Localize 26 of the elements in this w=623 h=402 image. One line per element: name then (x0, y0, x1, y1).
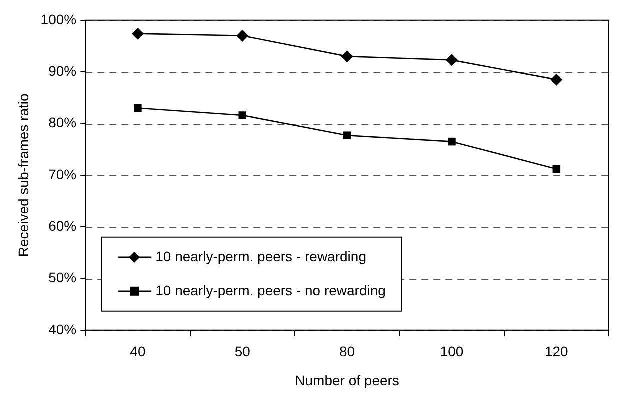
y-tick-label: 80% (48, 114, 77, 131)
x-tick-label: 50 (234, 344, 251, 360)
y-axis-title: Received sub-frames ratio (15, 93, 32, 258)
x-tick-label: 40 (130, 344, 146, 360)
x-tick-label: 100 (440, 344, 464, 360)
y-tick-label: 90% (48, 62, 77, 79)
y-tick-label: 60% (48, 218, 77, 234)
point (134, 104, 142, 112)
point (550, 74, 563, 86)
point (448, 138, 456, 146)
y-tick-label: 50% (48, 270, 77, 286)
y-tick-label: 40% (48, 321, 77, 338)
point (132, 28, 144, 40)
point (341, 50, 354, 63)
y-tick-label: 70% (48, 166, 77, 182)
x-axis-title: Number of peers (295, 372, 400, 388)
point (236, 30, 249, 42)
point (552, 165, 561, 174)
y-tick-label: 100% (40, 11, 77, 28)
legend-label: 10 nearly-perm. peers - no rewarding (156, 282, 386, 298)
point (238, 112, 247, 120)
legend-label: 10 nearly-perm. peers - rewarding (156, 248, 366, 264)
point (343, 132, 352, 140)
x-tick-label: 120 (544, 344, 569, 360)
x-tick-label: 80 (340, 344, 356, 360)
point (446, 54, 458, 66)
